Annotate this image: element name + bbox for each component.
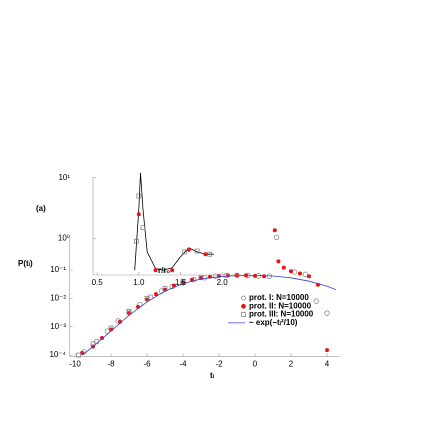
legend-label: prot. I: N=10000 xyxy=(249,293,309,302)
x-tick-label: 2.0 xyxy=(217,278,229,287)
y-axis-label: P(tₗ) xyxy=(18,259,33,268)
point xyxy=(298,271,302,276)
point xyxy=(324,310,330,316)
point xyxy=(126,308,132,314)
point xyxy=(272,228,277,233)
legend-key xyxy=(241,303,246,309)
x-tick-label: -4 xyxy=(179,360,187,369)
y-tick-label: 10⁻⁴ xyxy=(49,350,66,359)
point xyxy=(291,269,298,275)
panel-label: (a) xyxy=(36,204,46,213)
y-tick-label: 10⁻² xyxy=(50,293,66,302)
point xyxy=(281,265,286,270)
point xyxy=(90,341,96,347)
legend-label: ~ exp(−tₗ²/10) xyxy=(249,318,298,327)
point xyxy=(307,274,311,279)
y-tick-label: 10⁻³ xyxy=(50,322,66,331)
legend-label: prot. III: N=10000 xyxy=(249,310,314,319)
point xyxy=(154,292,158,297)
point xyxy=(162,286,168,291)
point xyxy=(273,234,280,241)
x-tick-label: 4 xyxy=(325,360,330,369)
y-tick-label: 10⁻¹ xyxy=(50,265,66,274)
x-tick-label: 2 xyxy=(289,360,294,369)
point xyxy=(182,249,188,255)
y-tick-label: 10⁰ xyxy=(58,234,70,243)
point xyxy=(302,271,309,277)
point xyxy=(194,248,200,254)
point xyxy=(226,273,230,278)
point xyxy=(133,238,139,244)
x-axis-label: tₗ xyxy=(210,371,215,380)
point xyxy=(276,259,281,264)
point xyxy=(203,252,208,257)
point xyxy=(262,274,266,279)
x-tick-label: -8 xyxy=(107,360,115,369)
point xyxy=(161,267,167,273)
point xyxy=(313,298,319,304)
legend-label: prot. II: N=10000 xyxy=(249,301,312,310)
point xyxy=(108,325,114,331)
point xyxy=(100,336,104,341)
point xyxy=(186,247,191,252)
fit-line xyxy=(81,274,337,356)
point xyxy=(289,269,293,274)
point xyxy=(253,273,257,278)
point xyxy=(153,268,158,273)
point xyxy=(136,212,141,217)
point xyxy=(104,328,111,334)
legend-key xyxy=(241,295,246,301)
y-tick-label: 10¹ xyxy=(58,173,70,182)
point xyxy=(325,348,329,353)
x-tick-label: -6 xyxy=(143,360,151,369)
point xyxy=(207,251,213,257)
x-tick-label: 0.5 xyxy=(92,278,104,287)
point xyxy=(76,352,81,358)
x-tick-label: 1.0 xyxy=(133,278,145,287)
x-tick-label: 0 xyxy=(253,360,258,369)
point xyxy=(140,225,146,231)
x-tick-label: -10 xyxy=(69,360,81,369)
point xyxy=(136,193,142,199)
legend-key xyxy=(241,312,246,317)
x-tick-label: 1.5 xyxy=(175,278,187,287)
fit-line xyxy=(134,172,214,271)
point xyxy=(144,295,150,301)
point xyxy=(170,268,175,273)
inset-x-axis-label: r/r₀ xyxy=(158,266,170,275)
x-tick-label: -2 xyxy=(215,360,223,369)
